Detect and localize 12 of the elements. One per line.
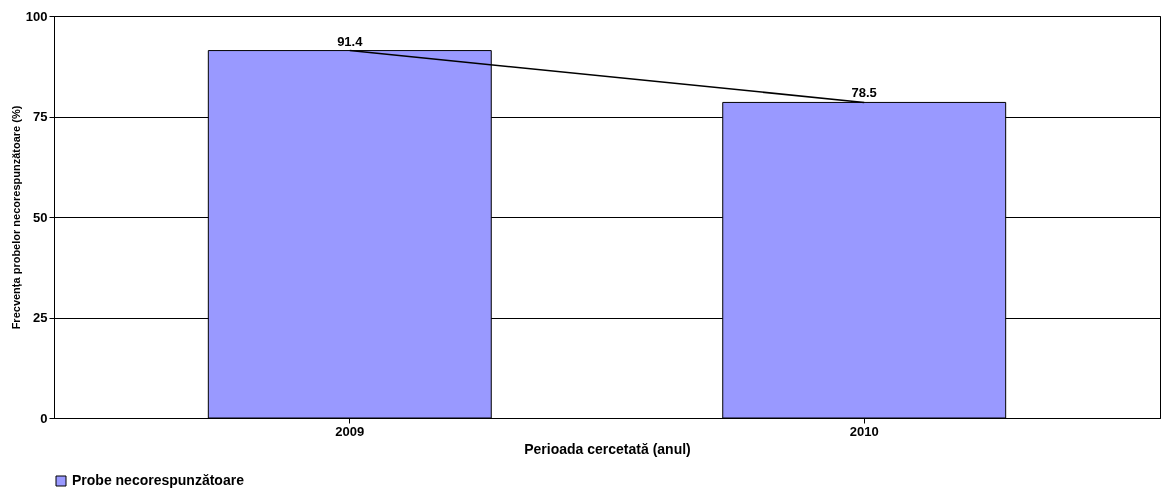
- y-axis-title: Frecvența probelor necorespunzătoare (%): [9, 105, 22, 330]
- legend-label: Probe necorespunzătoare: [72, 472, 245, 488]
- y-tick-label: 50: [33, 209, 48, 225]
- y-tick-label: 75: [33, 109, 48, 124]
- data-label: 91.4: [337, 33, 364, 49]
- x-tick-label: 2010: [849, 423, 879, 439]
- x-axis-title: Perioada cercetată (anul): [524, 440, 691, 457]
- y-tick-label: 0: [40, 410, 48, 426]
- x-tick-label: 2009: [335, 423, 365, 439]
- y-tick-label: 25: [33, 310, 48, 325]
- y-tick-label: 100: [25, 8, 48, 24]
- data-label: 78.5: [851, 85, 877, 101]
